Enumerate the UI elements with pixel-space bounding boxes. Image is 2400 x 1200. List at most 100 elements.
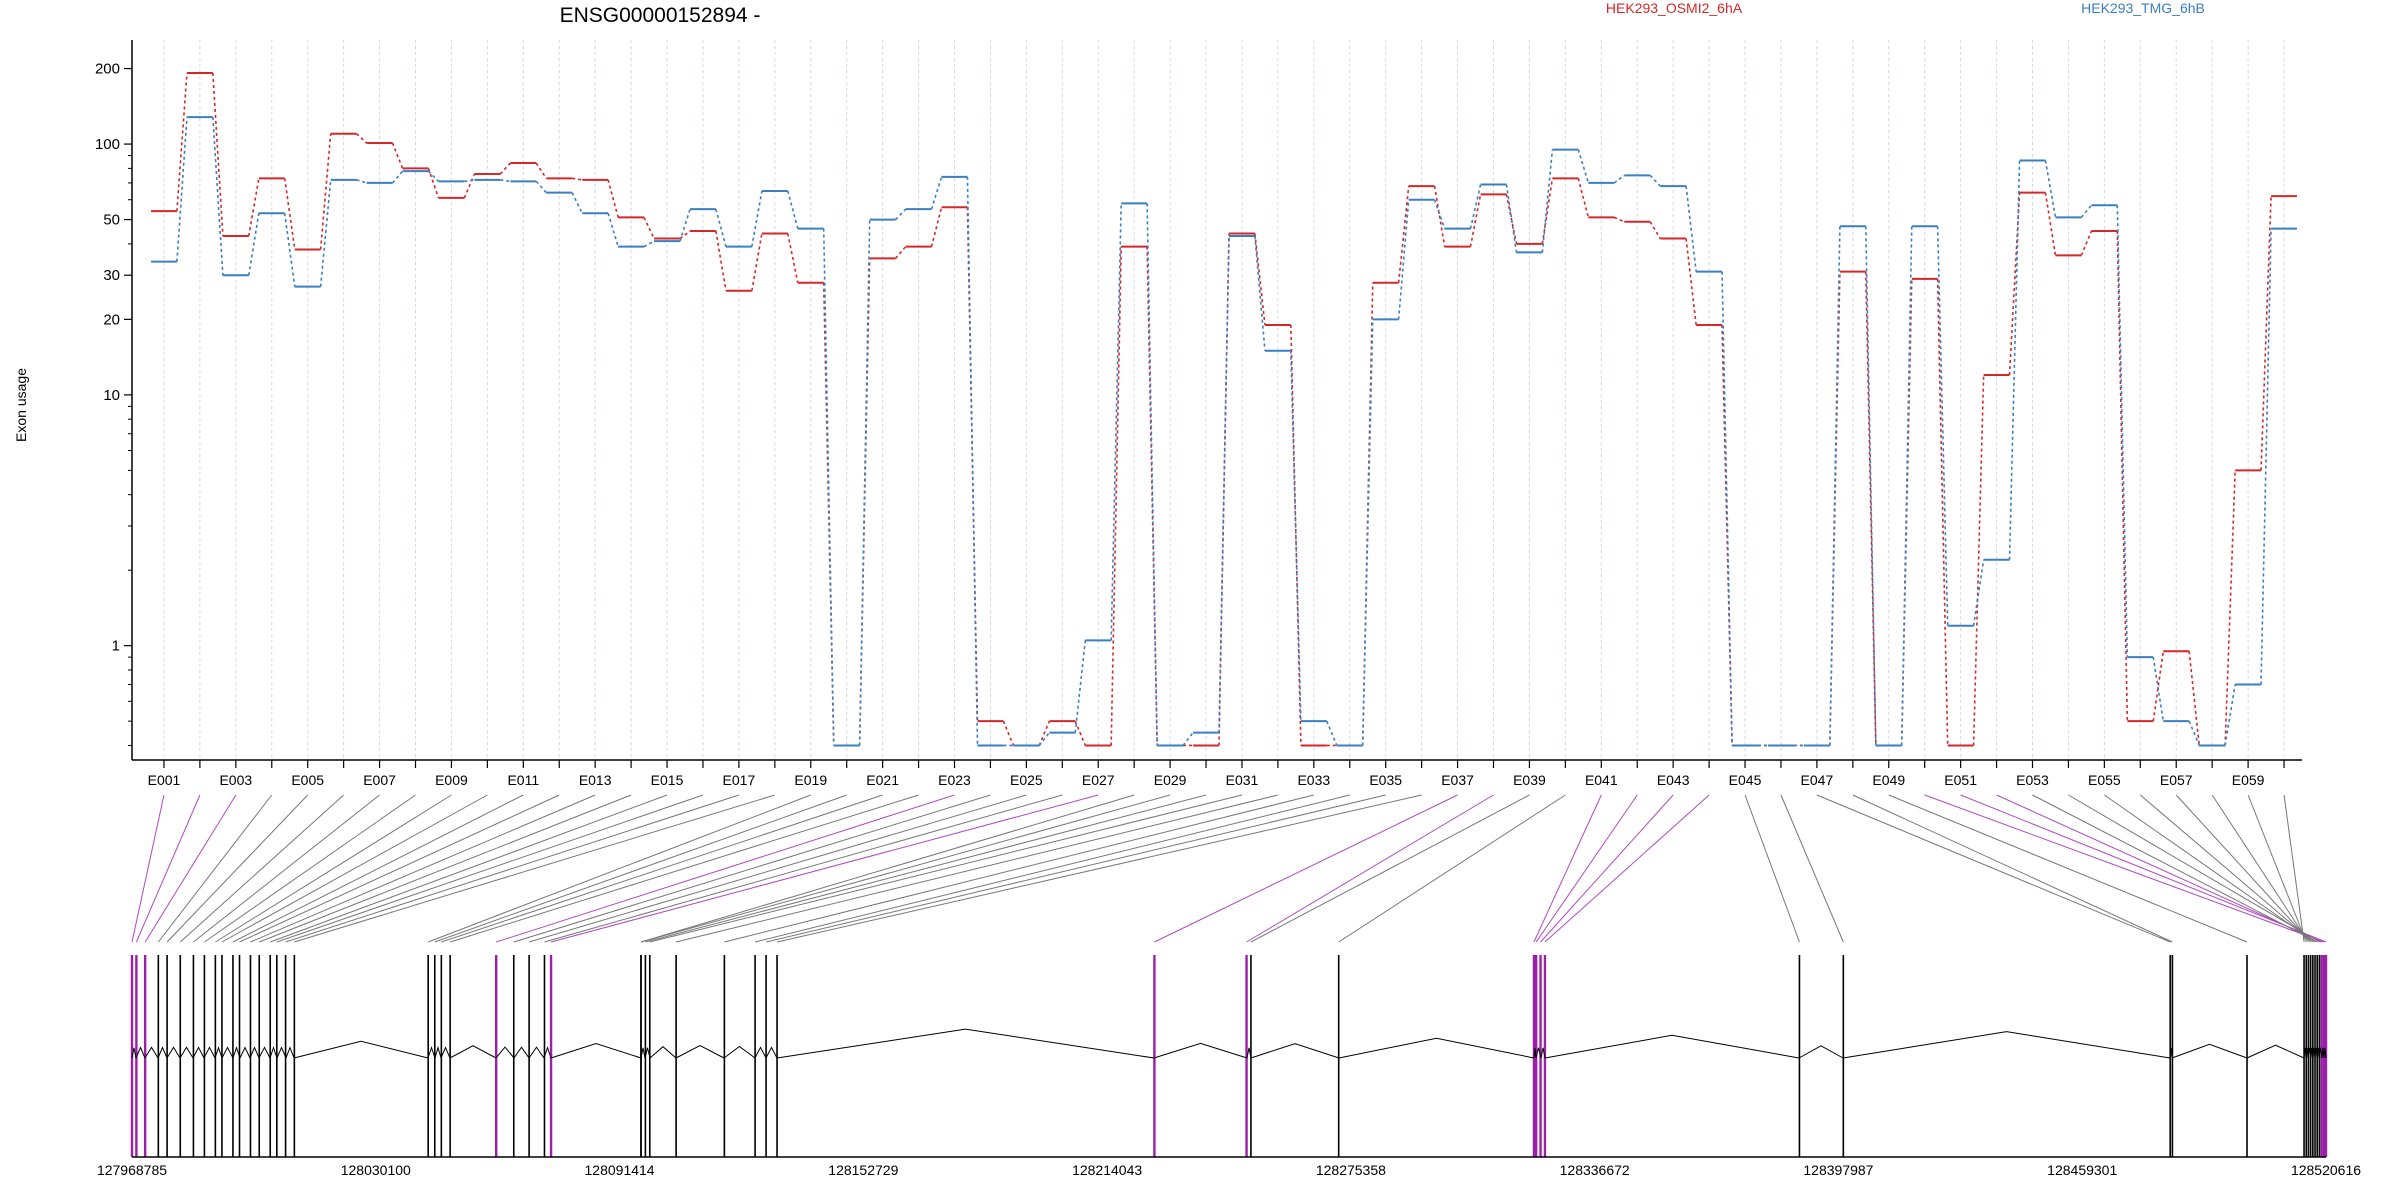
exon-connector (550, 794, 1099, 943)
exon-connector (239, 794, 560, 943)
intron-line (2307, 1047, 2312, 1059)
exon-connector (259, 794, 632, 943)
intron-line (179, 1046, 194, 1059)
exon-connector (2032, 794, 2318, 943)
series-connector (356, 133, 368, 144)
intron-line (2169, 1047, 2173, 1059)
series-connector (571, 192, 583, 214)
x-tick-label: E055 (2088, 772, 2121, 788)
x-tick-label: E035 (1369, 772, 1402, 788)
series-connector (2260, 228, 2272, 685)
exon-connector (1533, 794, 1602, 943)
series-connector (1110, 203, 1123, 641)
y-tick-label: 100 (95, 136, 120, 153)
intron-line (550, 1042, 642, 1059)
exon-connector (1852, 794, 2173, 943)
exon-connector (215, 794, 452, 943)
series-connector (1900, 278, 1913, 746)
series-connector (212, 117, 224, 276)
intron-line (1246, 1047, 1252, 1059)
intron-line (2303, 1047, 2307, 1059)
intron-line (144, 1046, 159, 1059)
series-connector (283, 213, 296, 287)
series-connector (1074, 720, 1087, 746)
exon-connector (1246, 794, 1494, 943)
intron-line (192, 1046, 205, 1059)
x-tick-label: E057 (2160, 772, 2193, 788)
series-connector (499, 162, 511, 175)
series-connector (1146, 246, 1158, 746)
gene-model-track (130, 955, 2328, 1157)
exon-connector (285, 794, 740, 943)
series-connector (894, 246, 907, 259)
exon-connector (135, 794, 201, 943)
exon-connector (544, 794, 1063, 943)
series-connector (1613, 174, 1625, 184)
intron-line (285, 1046, 295, 1059)
series-connector (607, 212, 619, 247)
series-connector (715, 230, 727, 291)
x-tick-label: E029 (1154, 772, 1187, 788)
series-connector (356, 179, 367, 184)
series-connector (1397, 185, 1410, 283)
series-connector (1182, 732, 1194, 746)
intron-line (1540, 1047, 1546, 1059)
intron-line (640, 1047, 646, 1059)
x-tick-label: E027 (1082, 772, 1115, 788)
intron-line (131, 1047, 137, 1059)
exon-connector (221, 794, 488, 943)
exon-connector (449, 794, 919, 943)
y-tick-label: 10 (103, 387, 120, 404)
intron-line (513, 1046, 530, 1059)
x-tick-label: E013 (579, 772, 612, 788)
intron-line (528, 1046, 545, 1059)
series-connector (247, 213, 260, 276)
intron-line (293, 1040, 429, 1059)
intron-line (135, 1046, 146, 1059)
exon-connector (1888, 794, 2248, 943)
intron-line (232, 1046, 241, 1059)
series-connector (930, 176, 943, 210)
y-tick-label: 1 (112, 638, 120, 655)
exon-connector (250, 794, 596, 943)
series-connector (1002, 720, 1015, 746)
exon-connector (649, 794, 1243, 943)
intron-line (1798, 1045, 1844, 1059)
exon-connector (1535, 794, 1638, 943)
exon-connector (2104, 794, 2316, 943)
series-connector (679, 230, 691, 240)
x-tick-label: E059 (2232, 772, 2265, 788)
exon-connector (1154, 794, 1458, 943)
x-tick-label: E033 (1297, 772, 1330, 788)
y-tick-label: 50 (103, 212, 120, 229)
series-connector (1936, 278, 1949, 746)
series-connector (607, 179, 619, 218)
intron-line (2314, 1047, 2318, 1059)
intron-line (269, 1046, 278, 1059)
intron-line (427, 1046, 436, 1059)
genomic-tick-label: 128397987 (1803, 1162, 1873, 1178)
x-tick-label: E025 (1010, 772, 1043, 788)
exon-connector (2211, 794, 2309, 943)
series-connector (2188, 720, 2200, 746)
series-connector (1577, 149, 1590, 184)
genomic-tick-label: 128459301 (2047, 1162, 2117, 1178)
x-tick-label: E049 (1872, 772, 1905, 788)
x-tick-label: E037 (1441, 772, 1474, 788)
exon-connector (2175, 794, 2312, 943)
x-tick-label: E007 (363, 772, 396, 788)
x-axis: E001 E003 E005 E007 E009 E011 E013 E015 E017 E019… (132, 759, 2302, 788)
series-connector (1936, 226, 1949, 626)
series-connector (1074, 640, 1087, 733)
series-connector (283, 178, 296, 250)
intron-line (2312, 1047, 2316, 1059)
genomic-tick-label: 128214043 (1072, 1162, 1142, 1178)
series-connector (1505, 194, 1518, 245)
intron-line (649, 1046, 677, 1059)
intron-line (276, 1046, 287, 1059)
series-1 (151, 72, 2297, 747)
y-tick-label: 20 (103, 311, 120, 328)
series-connector (1577, 178, 1590, 218)
series-connector (176, 117, 188, 262)
series-connector (1721, 271, 1733, 746)
